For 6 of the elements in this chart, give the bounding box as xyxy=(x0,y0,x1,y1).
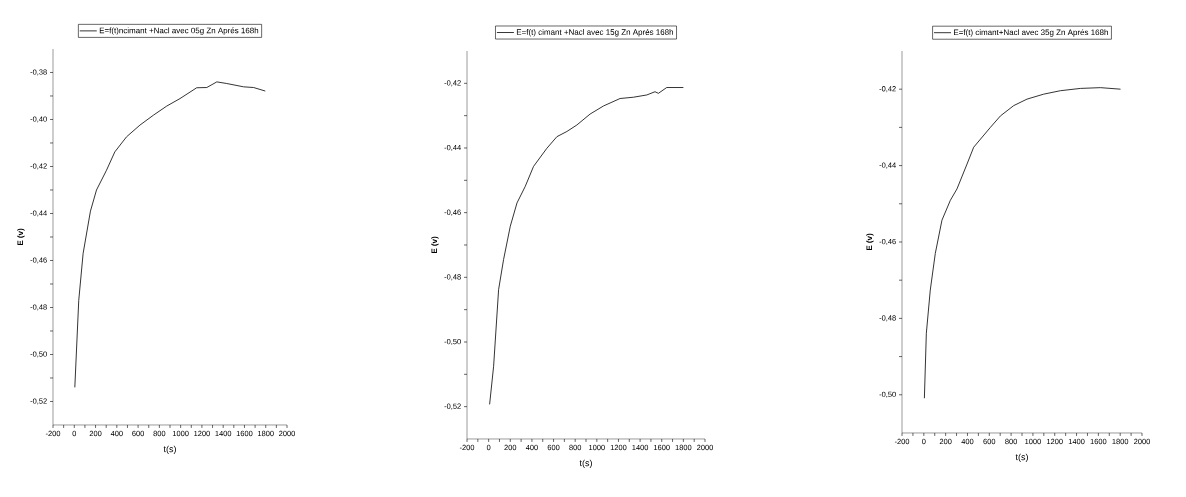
x-axis-title: t(s) xyxy=(163,445,176,454)
line-series xyxy=(923,87,1121,399)
line-series xyxy=(74,81,266,388)
x-axis-title: t(s) xyxy=(579,459,592,468)
x-axis-title: t(s) xyxy=(1015,453,1028,462)
line-series xyxy=(489,87,684,405)
